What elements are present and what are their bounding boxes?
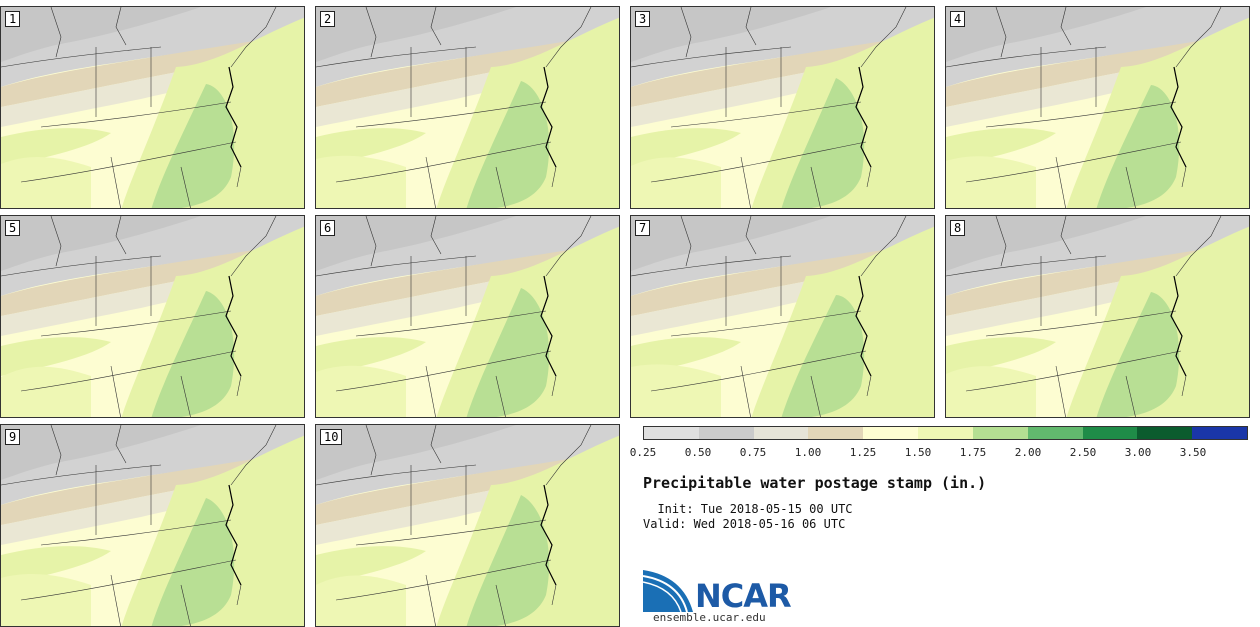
colorbar-segment bbox=[1082, 427, 1138, 439]
stamp-panel-2: 2 bbox=[315, 6, 620, 209]
colorbar-segment bbox=[918, 427, 973, 439]
colorbar-tick-label: 1.75 bbox=[959, 446, 987, 459]
colorbar-tick-label: 2.00 bbox=[1014, 446, 1042, 459]
panel-number: 1 bbox=[5, 11, 21, 27]
colorbar-tick-labels: 0.25 0.50 0.75 1.00 1.25 1.50 1.75 2.00 2.50 3.00… bbox=[630, 446, 1250, 460]
colorbar-tick-label: 2.50 bbox=[1069, 446, 1097, 459]
colorbar-tick-label: 1.50 bbox=[904, 446, 932, 459]
panel-number: 7 bbox=[635, 220, 651, 236]
stamp-panel-8: 8 bbox=[945, 215, 1250, 418]
colorbar-tick-label: 0.75 bbox=[739, 446, 767, 459]
stamp-panel-7: 7 bbox=[630, 215, 935, 418]
stamp-panel-10: 10 bbox=[315, 424, 620, 627]
colorbar-tick-label: 3.00 bbox=[1124, 446, 1152, 459]
colorbar-segment bbox=[1027, 427, 1083, 439]
colorbar-tick-label: 0.25 bbox=[629, 446, 657, 459]
colorbar-tick-label: 0.50 bbox=[684, 446, 712, 459]
panel-number: 9 bbox=[5, 429, 21, 445]
colorbar-segment bbox=[644, 427, 699, 439]
colorbar-segment bbox=[972, 427, 1028, 439]
panel-number: 10 bbox=[320, 429, 343, 445]
site-url[interactable]: ensemble.ucar.edu bbox=[653, 611, 766, 624]
colorbar-segment bbox=[1137, 427, 1193, 439]
stamp-panel-1: 1 bbox=[0, 6, 305, 209]
stamp-panel-5: 5 bbox=[0, 215, 305, 418]
ncar-logo-text: NCAR bbox=[695, 577, 792, 615]
panel-number: 5 bbox=[5, 220, 21, 236]
stamp-panel-9: 9 bbox=[0, 424, 305, 627]
colorbar-tick-label: 1.00 bbox=[794, 446, 822, 459]
chart-title: Precipitable water postage stamp (in.) bbox=[643, 474, 987, 492]
colorbar-tick-label: 3.50 bbox=[1179, 446, 1207, 459]
colorbar-tick-label: 1.25 bbox=[849, 446, 877, 459]
colorbar-segment bbox=[753, 427, 809, 439]
colorbar-segment bbox=[863, 427, 919, 439]
colorbar-segment bbox=[808, 427, 864, 439]
colorbar-segment bbox=[698, 427, 754, 439]
panel-number: 8 bbox=[950, 220, 966, 236]
panel-number: 3 bbox=[635, 11, 651, 27]
colorbar-segment bbox=[1192, 427, 1247, 439]
panel-number: 6 bbox=[320, 220, 336, 236]
valid-line: Valid: Wed 2018-05-16 06 UTC bbox=[643, 517, 846, 531]
stamp-panel-3: 3 bbox=[630, 6, 935, 209]
stamp-panel-4: 4 bbox=[945, 6, 1250, 209]
init-line: Init: Tue 2018-05-15 00 UTC bbox=[643, 502, 853, 516]
stamp-panel-6: 6 bbox=[315, 215, 620, 418]
colorbar bbox=[643, 426, 1248, 440]
panel-number: 2 bbox=[320, 11, 336, 27]
init-time: Init: Tue 2018-05-15 00 UTC Valid: Wed 2… bbox=[643, 502, 853, 532]
ncar-logo-icon bbox=[643, 570, 693, 612]
panel-number: 4 bbox=[950, 11, 966, 27]
